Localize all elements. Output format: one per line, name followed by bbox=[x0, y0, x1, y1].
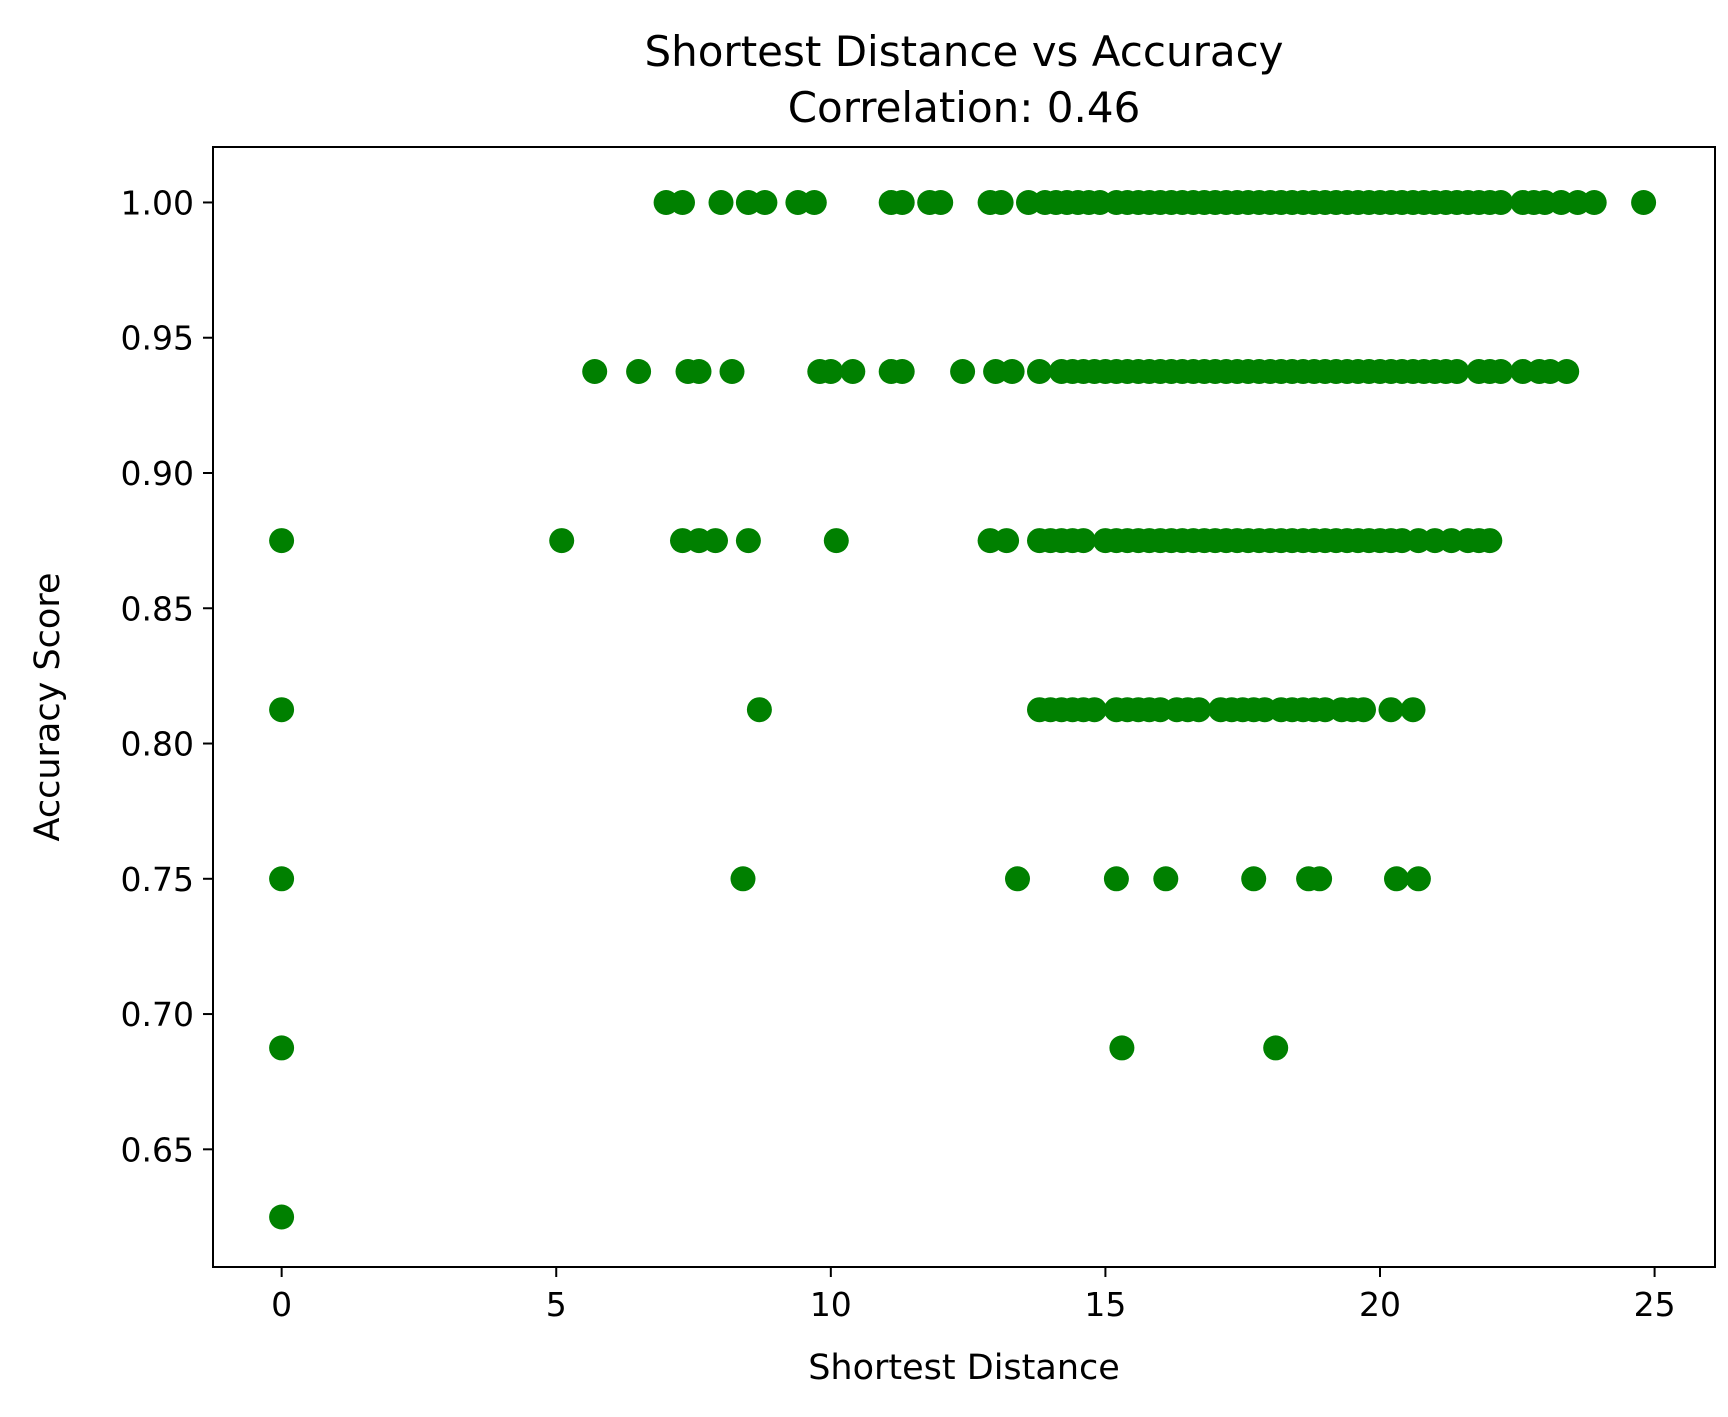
data-point bbox=[735, 528, 761, 554]
data-point bbox=[999, 359, 1025, 384]
data-point bbox=[269, 697, 295, 723]
data-point bbox=[1081, 697, 1107, 723]
data-point bbox=[1488, 190, 1514, 215]
data-point bbox=[549, 528, 575, 554]
x-tick-label: 20 bbox=[1359, 1285, 1401, 1324]
data-point bbox=[582, 359, 608, 384]
x-axis-ticks: 0 5 10 15 20 25 bbox=[271, 1267, 1676, 1324]
data-point bbox=[269, 1204, 295, 1230]
data-point bbox=[719, 359, 745, 384]
data-point bbox=[1581, 190, 1607, 215]
x-tick-label: 5 bbox=[546, 1285, 567, 1324]
y-tick-label: 0.90 bbox=[121, 454, 194, 493]
y-axis-label: Accuracy Score bbox=[28, 573, 68, 842]
data-point bbox=[1351, 697, 1376, 723]
data-point bbox=[988, 190, 1014, 215]
data-point bbox=[746, 697, 772, 723]
data-point bbox=[1378, 697, 1404, 723]
data-point bbox=[1153, 866, 1179, 892]
data-point bbox=[1070, 528, 1096, 554]
data-point bbox=[626, 359, 652, 384]
data-point bbox=[1263, 1035, 1289, 1061]
data-point bbox=[840, 359, 866, 384]
data-point bbox=[1477, 528, 1503, 554]
data-point bbox=[269, 528, 295, 554]
y-tick-label: 0.95 bbox=[121, 319, 194, 358]
plot-frame bbox=[212, 146, 1716, 1268]
data-point bbox=[1400, 697, 1426, 723]
data-point bbox=[950, 359, 976, 384]
data-point bbox=[1631, 190, 1657, 215]
data-point bbox=[1405, 866, 1431, 892]
chart-title: Shortest Distance vs Accuracy bbox=[644, 27, 1283, 76]
data-point bbox=[1103, 866, 1129, 892]
data-point bbox=[1384, 866, 1409, 892]
data-point bbox=[928, 190, 954, 215]
y-tick-label: 0.65 bbox=[121, 1130, 194, 1169]
data-point bbox=[994, 528, 1020, 554]
data-point bbox=[686, 359, 712, 384]
data-point bbox=[818, 359, 844, 384]
data-point bbox=[730, 866, 756, 892]
data-point bbox=[752, 190, 778, 215]
data-point bbox=[1307, 866, 1333, 892]
data-point bbox=[1027, 359, 1052, 384]
data-point bbox=[670, 190, 695, 215]
data-point bbox=[269, 866, 295, 892]
y-axis-ticks: 0.65 0.70 0.75 0.80 0.85 0.90 0.95 1.00 bbox=[121, 183, 213, 1169]
y-tick-label: 0.75 bbox=[121, 860, 194, 899]
chart-subtitle: Correlation: 0.46 bbox=[788, 83, 1141, 132]
data-point bbox=[801, 190, 827, 215]
data-point bbox=[1444, 359, 1470, 384]
x-tick-label: 15 bbox=[1084, 1285, 1126, 1324]
x-tick-label: 10 bbox=[810, 1285, 852, 1324]
y-tick-label: 0.70 bbox=[121, 995, 194, 1034]
y-tick-label: 1.00 bbox=[121, 183, 194, 222]
data-point bbox=[1241, 866, 1267, 892]
scatter-points bbox=[269, 190, 1657, 1230]
data-point bbox=[889, 359, 915, 384]
y-tick-label: 0.85 bbox=[121, 589, 194, 628]
data-point bbox=[889, 190, 915, 215]
data-point bbox=[1554, 359, 1580, 384]
data-point bbox=[703, 528, 728, 554]
data-point bbox=[1109, 1035, 1135, 1061]
data-point bbox=[269, 1035, 295, 1061]
x-axis-label: Shortest Distance bbox=[808, 1348, 1120, 1388]
data-point bbox=[823, 528, 849, 554]
data-point bbox=[1186, 697, 1212, 723]
data-point bbox=[708, 190, 734, 215]
data-point bbox=[1488, 359, 1514, 384]
data-point bbox=[1005, 866, 1030, 892]
x-tick-label: 25 bbox=[1634, 1285, 1676, 1324]
x-tick-label: 0 bbox=[271, 1285, 292, 1324]
y-tick-label: 0.80 bbox=[121, 725, 194, 764]
